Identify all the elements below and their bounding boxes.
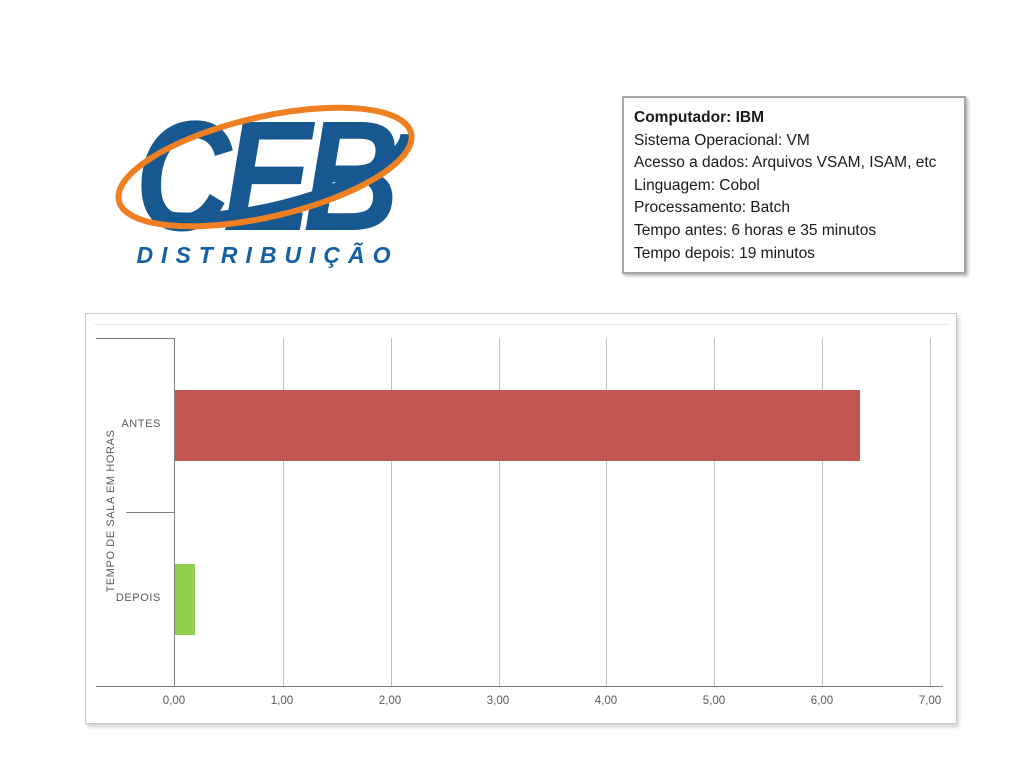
logo-blue-swoosh bbox=[151, 133, 415, 227]
bar-antes bbox=[175, 389, 860, 461]
ceb-logo: CEB bbox=[115, 92, 415, 242]
category-label: DEPOIS bbox=[115, 592, 161, 604]
info-line-computador: Computador: IBM bbox=[634, 109, 765, 126]
chart-top-border bbox=[94, 324, 948, 325]
gridline bbox=[498, 338, 500, 686]
category-axis-tick bbox=[126, 512, 174, 513]
info-line-linguagem: Linguagem: Cobol bbox=[634, 176, 760, 194]
gridline bbox=[606, 338, 608, 686]
info-line-processamento: Processamento: Batch bbox=[634, 199, 790, 217]
bar-chart: ANTES DEPOIS 0,00 1,00 2,00 3,00 4,00 5,00 6,00… bbox=[85, 313, 957, 724]
category-labels: ANTES DEPOIS bbox=[86, 338, 174, 686]
gridline bbox=[390, 338, 392, 686]
x-axis-ticks: 0,00 1,00 2,00 3,00 4,00 5,00 6,00 7,00 bbox=[163, 695, 941, 711]
x-tick-label: 3,00 bbox=[486, 695, 510, 707]
bar-depois bbox=[175, 563, 196, 635]
info-line-tempo-antes: Tempo antes: 6 horas e 35 minutos bbox=[634, 221, 877, 239]
x-tick-label: 7,00 bbox=[918, 695, 942, 707]
plot-area bbox=[174, 338, 931, 686]
x-tick-label: 6,00 bbox=[810, 695, 834, 707]
logo-subtitle: DISTRIBUIÇÃO bbox=[136, 242, 399, 268]
x-tick-label: 1,00 bbox=[270, 695, 294, 707]
x-tick-label: 0,00 bbox=[162, 695, 186, 707]
info-line-tempo-depois: Tempo depois: 19 minutos bbox=[634, 244, 815, 262]
logo-orange-swoosh bbox=[115, 104, 415, 230]
category-label: ANTES bbox=[121, 418, 161, 430]
y-axis-title: TEMPO DE SALA EM HORAS bbox=[105, 429, 117, 593]
category-axis-tick bbox=[96, 338, 174, 339]
gridline bbox=[282, 338, 284, 686]
x-tick-label: 5,00 bbox=[702, 695, 726, 707]
info-line-acesso: Acesso a dados: Arquivos VSAM, ISAM, etc bbox=[634, 154, 937, 172]
gridline bbox=[930, 338, 931, 686]
gridline bbox=[714, 338, 716, 686]
gridline bbox=[822, 338, 824, 686]
x-axis-line bbox=[96, 686, 943, 687]
x-tick-label: 4,00 bbox=[594, 695, 618, 707]
x-tick-label: 2,00 bbox=[378, 695, 402, 707]
info-box: Computador: IBM Sistema Operacional: VM … bbox=[622, 96, 966, 274]
info-line-sistema: Sistema Operacional: VM bbox=[634, 131, 810, 149]
